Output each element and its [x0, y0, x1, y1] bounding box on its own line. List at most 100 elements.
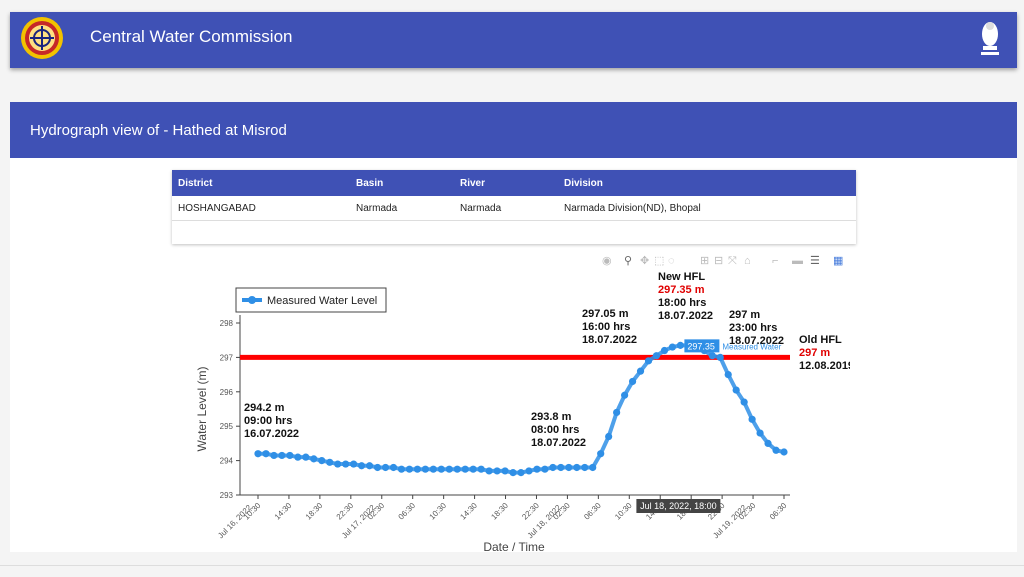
y-tick-label: 298 [220, 319, 234, 328]
data-point [716, 353, 724, 361]
data-point [589, 463, 597, 472]
pan-icon[interactable]: ✥ [640, 255, 650, 267]
data-point [254, 450, 262, 458]
annotation-text: 18:00 hrs [658, 297, 706, 309]
data-point [772, 446, 780, 454]
annotation-text: 18.07.2022 [531, 437, 586, 449]
data-point [509, 469, 517, 477]
data-point [573, 463, 581, 472]
column-header-division: Division [558, 170, 856, 196]
cwc-logo-icon[interactable] [20, 16, 64, 60]
data-point [565, 463, 573, 472]
annotation-text: 18.07.2022 [582, 334, 637, 346]
data-point [501, 467, 509, 475]
zoom-out-icon[interactable]: ⊟ [714, 255, 724, 267]
page-title: Hydrograph view of - Hathed at Misrod [30, 122, 287, 139]
box-select-icon[interactable]: ⬚ [654, 255, 665, 267]
annotation-text: 12.08.2019 [799, 360, 850, 372]
spike-lines-icon[interactable]: ⌐ [772, 255, 779, 267]
x-tick-label: 14:30 [458, 501, 479, 522]
national-emblem-icon [981, 22, 999, 55]
data-point [660, 346, 669, 355]
data-point [764, 439, 772, 447]
table-row: HOSHANGABAD Narmada Narmada Narmada Divi… [172, 196, 856, 221]
data-point [373, 463, 382, 472]
data-point [421, 465, 429, 473]
annotation-text: 297 m [799, 347, 830, 359]
data-point [517, 469, 525, 477]
annotation-text: 18.07.2022 [729, 335, 784, 347]
cell-river: Narmada [454, 196, 558, 221]
footer-divider [0, 565, 1024, 566]
data-point [326, 458, 334, 466]
hover-compare-icon[interactable]: ☰ [810, 255, 820, 267]
annotation-text: 09:00 hrs [244, 415, 292, 427]
data-point [541, 465, 549, 473]
data-point [581, 463, 589, 472]
data-point [756, 429, 764, 437]
column-header-district: District [172, 170, 350, 196]
data-point [732, 386, 740, 394]
hover-x-label: Jul 18, 2022, 18:00 [640, 501, 717, 511]
data-point [740, 398, 748, 406]
data-point [318, 457, 326, 465]
data-point [445, 465, 453, 473]
data-point [748, 415, 756, 423]
hydrograph-plot: ◉ ⚲ ✥ ⬚ ◌ ⊞ ⊟ ⤧ ⌂ ⌐ ▬ ☰ ▦ 293 294 295 296 29… [178, 248, 854, 554]
plotly-logo-icon[interactable]: ▦ [833, 255, 844, 267]
annotation-text: 23:00 hrs [729, 322, 777, 334]
annotation-text: 294.2 m [244, 402, 285, 414]
data-point [613, 408, 621, 417]
x-tick-label: 06:30 [768, 501, 789, 522]
zoom-icon[interactable]: ⚲ [624, 255, 633, 267]
lasso-icon[interactable]: ◌ [668, 255, 675, 267]
hover-x-box [636, 499, 721, 513]
data-point [597, 450, 605, 458]
y-tick-label: 293 [220, 491, 234, 500]
data-point [461, 465, 469, 473]
data-point [389, 463, 398, 472]
hover-value-box [684, 339, 720, 353]
page-header-bar: Hydrograph view of - Hathed at Misrod [10, 102, 1017, 158]
series-line [258, 343, 785, 475]
data-point [413, 465, 421, 473]
annotation-text: Old HFL [799, 334, 842, 346]
data-point [477, 465, 485, 473]
data-point [525, 467, 533, 475]
x-tick-label: 10:30 [428, 501, 449, 522]
y-tick-label: 295 [220, 422, 234, 431]
data-point [278, 451, 286, 460]
annotation-text: 293.8 m [531, 411, 572, 423]
station-info-card: District Basin River Division HOSHANGABA… [172, 170, 856, 244]
camera-icon[interactable]: ◉ [602, 255, 612, 267]
data-point [668, 343, 677, 351]
data-point [636, 367, 645, 375]
hover-series-name: Measured Water [722, 342, 781, 351]
annotation-text: 16.07.2022 [244, 428, 299, 440]
cell-basin: Narmada [350, 196, 454, 221]
autoscale-icon[interactable]: ⤧ [728, 255, 737, 267]
annotation-text: 297.05 m [582, 308, 629, 320]
home-icon[interactable]: ⌂ [744, 255, 751, 267]
x-tick-label: 22:30 [335, 501, 356, 522]
data-point [342, 460, 350, 468]
app-title: Central Water Commission [90, 27, 293, 46]
x-axis-title: Date / Time [483, 540, 545, 552]
annotation-text: 08:00 hrs [531, 424, 579, 436]
data-point [652, 352, 661, 360]
annotation-text: 18.07.2022 [658, 310, 713, 322]
station-info-table: District Basin River Division HOSHANGABA… [172, 170, 856, 221]
data-point [350, 460, 358, 468]
data-point [302, 453, 310, 461]
annotation-text: 297 m [729, 309, 760, 321]
data-point [365, 462, 374, 470]
data-point [557, 463, 565, 472]
hover-closest-icon[interactable]: ▬ [792, 255, 803, 267]
zoom-in-icon[interactable]: ⊞ [700, 255, 710, 267]
data-point [780, 448, 788, 456]
x-tick-label: 10:30 [613, 501, 634, 522]
annotation-text: 297.35 m [658, 284, 705, 296]
legend-label: Measured Water Level [267, 295, 377, 307]
data-point [334, 460, 342, 468]
